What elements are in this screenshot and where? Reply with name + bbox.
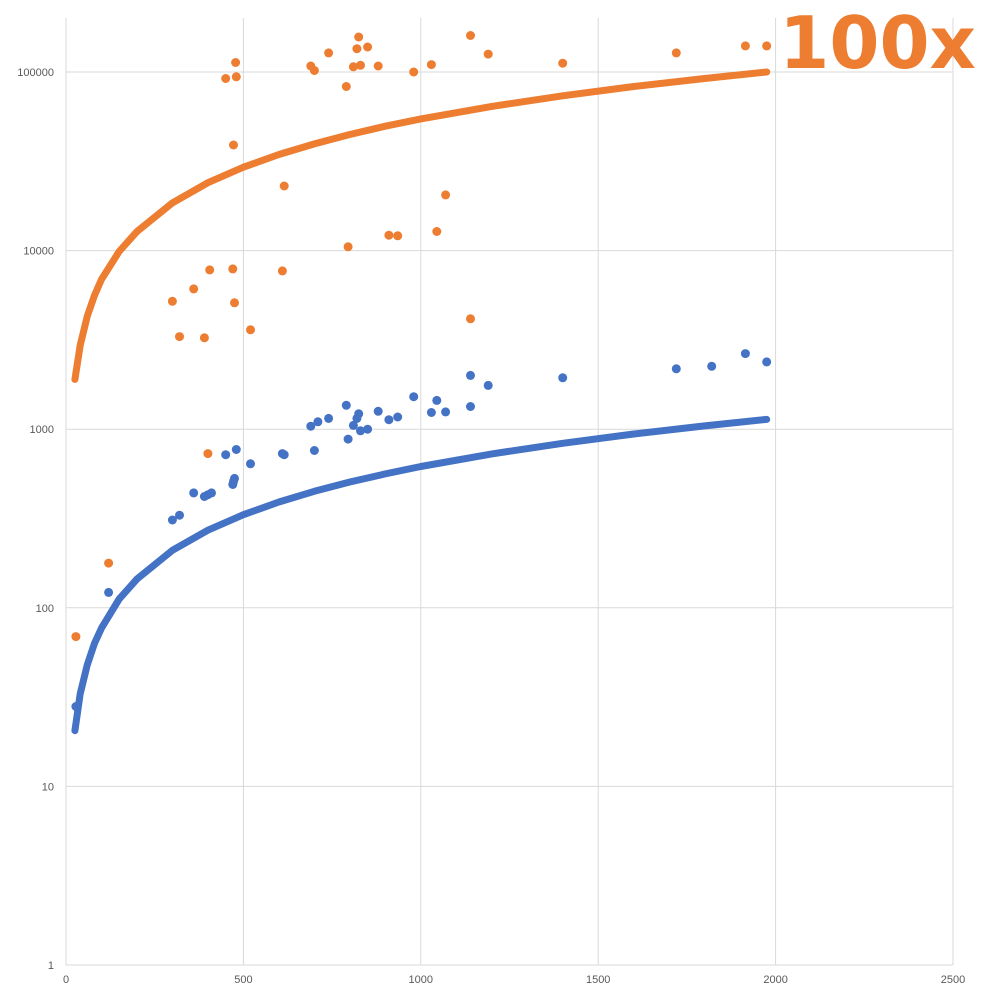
data-point [558,58,568,68]
data-points [71,31,772,711]
data-point [393,412,403,422]
data-point [356,60,365,70]
data-point [279,450,289,460]
data-point [671,48,681,58]
data-point [363,42,373,52]
data-point [246,325,255,335]
data-point [246,459,255,469]
data-point [221,74,231,83]
trendline-0 [71,68,771,383]
data-point [203,449,213,459]
grid-lines [65,18,954,966]
data-point [441,190,451,200]
data-point [199,333,209,343]
y-tick-label: 10000 [23,246,54,258]
data-point [341,400,351,410]
y-tick-label: 100 [36,603,54,615]
data-point [352,44,362,54]
data-point [309,66,319,75]
data-point [373,61,383,71]
data-point [348,62,358,72]
data-point [104,558,114,568]
data-point [324,413,334,423]
data-point [175,332,184,342]
data-point [189,488,199,498]
data-point [483,380,493,390]
data-point [409,392,419,402]
x-tick-label: 0 [63,974,69,986]
trendlines [71,68,771,735]
y-tick-label: 1 [48,960,54,972]
data-point [483,49,493,59]
data-point [228,264,238,274]
data-point [207,488,216,498]
data-point [279,181,289,191]
data-point [393,231,403,241]
data-point [363,424,373,434]
x-tick-label: 2500 [941,974,965,986]
data-point [231,72,241,82]
data-point [348,420,358,430]
data-point [426,60,436,70]
data-point [432,395,442,405]
y-tick-label: 1000 [30,424,54,436]
data-point [230,298,239,308]
data-point [762,41,772,51]
x-tick-label: 2000 [763,974,787,986]
data-point [671,364,681,374]
data-point [167,515,177,525]
annotation-label: 100x [779,1,976,85]
data-point [306,421,316,431]
data-point [466,31,475,40]
data-point [231,445,241,454]
data-point [309,446,319,455]
data-point [409,67,419,77]
data-point [441,407,451,417]
data-point [384,230,394,240]
data-point [466,402,475,411]
data-point [343,242,353,252]
data-point [740,349,750,359]
x-tick-label: 1500 [586,974,610,986]
data-point [426,408,436,417]
data-point [231,58,241,67]
data-point [230,473,239,483]
data-point [104,587,114,597]
data-point [324,48,334,58]
data-point [466,314,475,324]
x-tick-label: 500 [234,974,252,986]
data-point [432,227,442,236]
data-point [229,140,238,150]
data-point [762,357,772,367]
data-point [356,426,365,436]
data-point [175,510,184,520]
data-point [707,361,717,371]
data-point [189,284,199,294]
data-point [205,265,215,275]
data-point [221,450,231,460]
axis-tick-labels: 0 500 1000 1500 2000 2500 1 10 100 1000 10000 10000… [17,67,965,986]
data-point [373,406,383,416]
data-point [354,32,364,42]
data-point [313,417,323,427]
data-point [466,370,475,380]
y-tick-label: 100000 [17,67,54,79]
data-point [558,373,568,383]
data-point [71,632,81,642]
data-point [354,409,364,419]
trendline-1 [71,415,771,735]
data-point [277,266,287,276]
y-tick-label: 10 [42,781,54,793]
data-point [740,41,750,51]
data-point [343,434,353,444]
data-point [167,296,177,306]
data-point [384,415,394,425]
data-point [71,702,81,711]
x-tick-label: 1000 [409,974,433,986]
data-point [341,82,351,91]
